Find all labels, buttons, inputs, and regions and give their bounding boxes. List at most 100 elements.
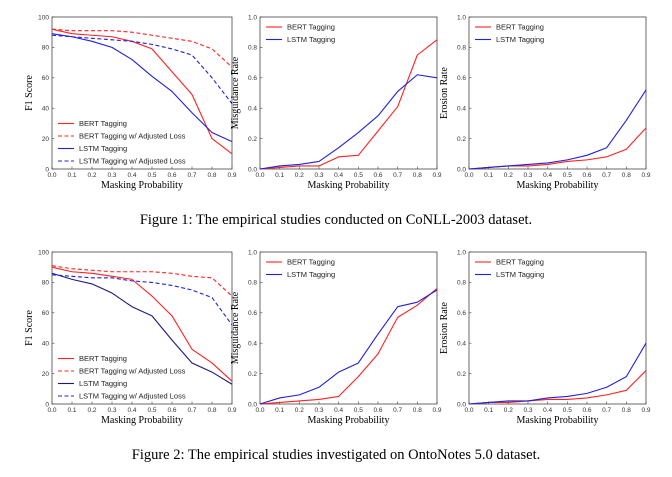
fig2-f1-x-tick-label: 0.2	[87, 407, 96, 414]
fig2-misguidance-x-tick-label: 0.3	[314, 407, 323, 414]
fig1-erosion-x-tick-label: 0.0	[464, 172, 473, 179]
fig2-f1-x-tick-label: 0.7	[187, 407, 196, 414]
fig2-misguidance-x-tick-label: 0.0	[255, 407, 264, 414]
fig2-f1-legend-label: BERT Tagging	[79, 354, 127, 363]
fig2-erosion-x-tick-label: 0.9	[641, 407, 650, 414]
fig2-f1-series-line-1	[51, 265, 233, 297]
fig1-f1-x-tick-label: 0.2	[87, 172, 96, 179]
fig2-erosion-x-tick-label: 0.4	[543, 407, 552, 414]
fig1-erosion-chart: 0.0 0.1 0.2 0.3 0.4 0.5 0.6 0.7 0.8 0.9 0.0 0.2 0.4 0…	[439, 14, 651, 191]
fig2-misguidance-x-tick-label: 0.1	[275, 407, 284, 414]
fig1-f1-x-tick-label: 0.6	[167, 172, 176, 179]
fig1-f1-y-tick-label: 0	[45, 166, 49, 173]
fig2-f1-x-tick-label: 0.6	[167, 407, 176, 414]
fig2-erosion-y-tick-label: 0.4	[457, 341, 466, 348]
fig2-misguidance-x-tick-label: 0.9	[432, 407, 441, 414]
fig2-misguidance-plot-frame	[259, 251, 438, 405]
fig2-erosion-y-tick-label: 0.2	[457, 371, 466, 378]
fig1-misguidance-y-tick-label: 0.4	[248, 106, 257, 113]
fig1-f1-legend-label: LSTM Tagging	[79, 144, 127, 153]
fig2-erosion-y-tick-label: 0.6	[457, 310, 466, 317]
fig1-misguidance-chart: 0.0 0.1 0.2 0.3 0.4 0.5 0.6 0.7 0.8 0.9 0.0 0.2 0.4 0…	[230, 14, 442, 191]
fig1-f1-x-axis-title: Masking Probability	[101, 180, 183, 191]
fig1-f1-y-axis-title: F1 Score	[24, 75, 35, 111]
fig1-misguidance-y-tick-label: 0.0	[248, 166, 257, 173]
fig2-erosion-x-tick-label: 0.5	[563, 407, 572, 414]
fig2-erosion-y-tick-label: 1.0	[457, 249, 466, 256]
fig2-erosion-chart: 0.0 0.1 0.2 0.3 0.4 0.5 0.6 0.7 0.8 0.9 0.0 0.2 0.4 0…	[439, 249, 651, 426]
fig1-misguidance-legend-label: LSTM Tagging	[287, 35, 335, 44]
fig2-misguidance-y-tick-label: 0.6	[248, 310, 257, 317]
fig2-erosion-x-tick-label: 0.3	[523, 407, 532, 414]
fig2-f1-y-tick-label: 60	[42, 310, 50, 317]
fig2-misguidance-y-tick-label: 0.0	[248, 401, 257, 408]
fig2-erosion-x-tick-label: 0.1	[484, 407, 493, 414]
fig2-f1-x-tick-label: 0.0	[47, 407, 56, 414]
fig2-f1-legend-label: BERT Tagging w/ Adjusted Loss	[79, 367, 186, 376]
fig2-erosion-y-axis-title: Erosion Rate	[439, 301, 450, 353]
fig2-erosion-x-axis-title: Masking Probability	[517, 415, 599, 426]
fig2-misguidance-x-tick-label: 0.5	[354, 407, 363, 414]
fig2-misguidance-series-line-0	[259, 288, 438, 405]
fig1-erosion-x-tick-label: 0.2	[504, 172, 513, 179]
fig1-erosion-legend-label: BERT Tagging	[496, 23, 544, 32]
fig2-misguidance-legend-label: BERT Tagging	[287, 258, 335, 267]
fig2-erosion-series-line-0	[468, 370, 647, 405]
fig1-f1-x-tick-label: 0.1	[67, 172, 76, 179]
fig2-f1-legend-label: LSTM Tagging	[79, 379, 127, 388]
fig2-f1-y-tick-label: 20	[42, 371, 50, 378]
fig2-f1-x-tick-label: 0.9	[227, 407, 236, 414]
fig2-f1-series-line-0	[51, 266, 233, 382]
fig1-f1-y-tick-label: 20	[42, 136, 50, 143]
fig1-erosion-y-tick-label: 0.6	[457, 75, 466, 82]
fig2-misguidance-y-tick-label: 1.0	[248, 249, 257, 256]
fig1-erosion-y-tick-label: 0.0	[457, 166, 466, 173]
fig2-f1-y-tick-label: 40	[42, 341, 50, 348]
fig2-misguidance-x-axis-title: Masking Probability	[308, 415, 390, 426]
fig1-misguidance-y-tick-label: 0.2	[248, 136, 257, 143]
fig1-f1-plot-frame	[51, 16, 233, 170]
fig1-f1-legend-label: BERT Tagging w/ Adjusted Loss	[79, 132, 186, 141]
fig2-erosion-series-line-1	[468, 342, 647, 405]
fig2-misguidance-chart: 0.0 0.1 0.2 0.3 0.4 0.5 0.6 0.7 0.8 0.9 0.0 0.2 0.4 0…	[230, 249, 442, 426]
fig1-misguidance-x-axis-title: Masking Probability	[308, 180, 390, 191]
fig1-erosion-x-tick-label: 0.6	[582, 172, 591, 179]
fig2-erosion-legend-label: BERT Tagging	[496, 258, 544, 267]
fig1-misguidance-x-tick-label: 0.3	[314, 172, 323, 179]
fig1-f1-x-tick-label: 0.4	[127, 172, 136, 179]
fig1-f1-series-line-1	[51, 28, 233, 68]
fig1-f1-y-tick-label: 40	[42, 106, 50, 113]
fig1-erosion-x-tick-label: 0.5	[563, 172, 572, 179]
fig1-misguidance-x-tick-label: 0.5	[354, 172, 363, 179]
fig2-misguidance-series-line-1	[259, 289, 438, 405]
fig1-f1-series-line-0	[51, 28, 233, 155]
fig1-misguidance-y-tick-label: 0.6	[248, 75, 257, 82]
fig2-erosion-y-tick-label: 0.0	[457, 401, 466, 408]
fig2-f1-x-tick-label: 0.4	[127, 407, 136, 414]
fig1-misguidance-series-line-0	[259, 39, 438, 170]
fig2-misguidance-y-tick-label: 0.4	[248, 341, 257, 348]
fig2-erosion-y-tick-label: 0.8	[457, 280, 466, 287]
fig1-f1-x-tick-label: 0.0	[47, 172, 56, 179]
fig1-f1-series-line-2	[51, 33, 233, 143]
fig2-f1-y-tick-label: 0	[45, 401, 49, 408]
fig1-erosion-y-axis-title: Erosion Rate	[439, 66, 450, 118]
fig1-misguidance-x-tick-label: 0.2	[295, 172, 304, 179]
fig2-misguidance-y-tick-label: 0.2	[248, 371, 257, 378]
fig1-f1-legend-label: LSTM Tagging w/ Adjusted Loss	[79, 157, 186, 166]
fig1-f1-chart: 0.0 0.1 0.2 0.3 0.4 0.5 0.6 0.7 0.8 0.9 0 20 40 60 80 1…	[24, 14, 237, 191]
fig1-f1-y-tick-label: 60	[42, 75, 50, 82]
fig1-f1-x-tick-label: 0.8	[207, 172, 216, 179]
fig2-f1-x-axis-title: Masking Probability	[101, 415, 183, 426]
fig1-erosion-x-axis-title: Masking Probability	[517, 180, 599, 191]
fig1-erosion-y-tick-label: 1.0	[457, 14, 466, 21]
fig1-f1-x-tick-label: 0.7	[187, 172, 196, 179]
fig1-erosion-legend-label: LSTM Tagging	[496, 35, 544, 44]
fig2-erosion-x-tick-label: 0.6	[582, 407, 591, 414]
fig2-f1-plot-frame	[51, 251, 233, 405]
fig1-misguidance-x-tick-label: 0.8	[413, 172, 422, 179]
fig2-f1-series-line-2	[51, 272, 233, 385]
fig1-misguidance-series-line-1	[259, 74, 438, 170]
fig2-f1-x-tick-label: 0.8	[207, 407, 216, 414]
